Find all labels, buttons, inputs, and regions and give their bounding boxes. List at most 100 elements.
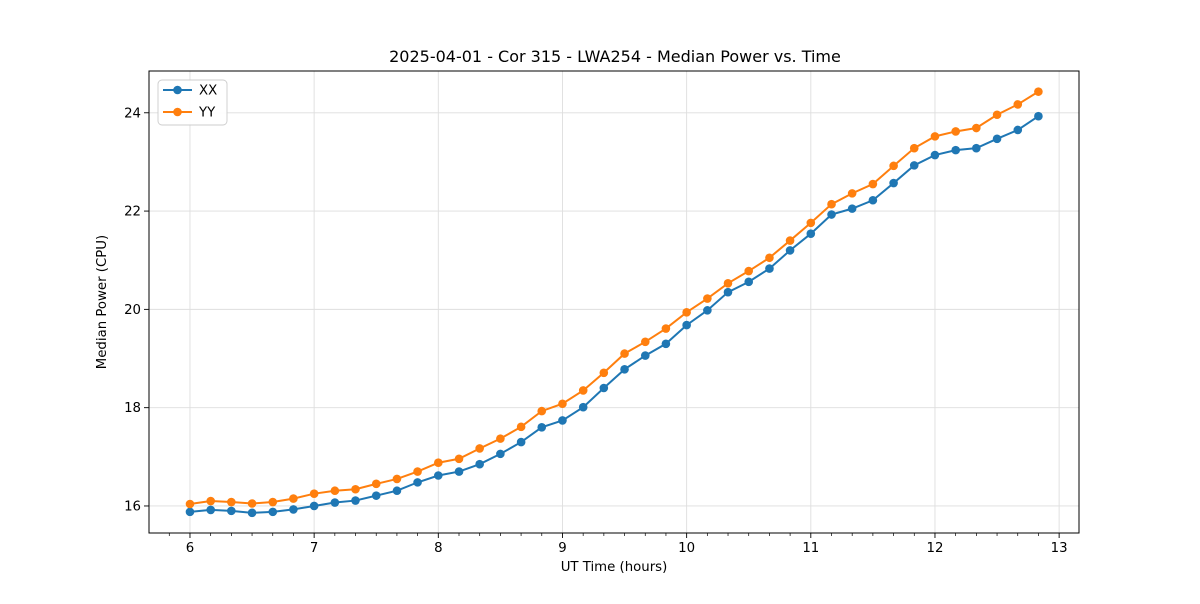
data-point-XX [578,402,588,412]
data-point-YY [185,499,195,509]
data-point-XX [972,143,981,153]
data-point-XX [620,365,629,374]
data-point-YY [537,406,547,416]
data-point-XX [185,507,195,517]
data-point-XX [992,134,1002,144]
data-point-XX [827,210,836,219]
data-point-YY [868,179,878,189]
data-point-XX [206,505,216,515]
data-point-XX [392,486,402,496]
data-point-YY [309,489,319,498]
y-axis-label: Median Power (CPU) [95,235,110,369]
y-tick-label: 16 [124,499,141,514]
data-point-XX [640,351,650,360]
data-point-YY [806,218,816,228]
data-point-YY [206,496,216,506]
data-point-YY [268,497,278,507]
legend-label-YY: YY [198,106,216,121]
y-tick-label: 22 [124,205,141,220]
data-point-XX [247,508,257,518]
data-point-XX [454,467,464,476]
data-point-YY [475,444,484,453]
data-point-YY [744,266,754,276]
data-point-YY [889,161,898,171]
data-point-XX [909,161,919,170]
legend-marker-sample [173,85,182,95]
x-tick-label: 9 [558,541,566,556]
x-tick-label: 10 [678,541,695,556]
data-point-YY [992,110,1002,120]
data-point-YY [558,399,567,409]
y-tick-label: 24 [124,106,141,121]
data-point-XX [496,449,505,459]
y-tick-label: 18 [124,401,141,416]
data-point-XX [434,471,443,480]
data-point-XX [806,229,816,238]
data-point-YY [599,368,609,378]
data-point-XX [847,204,857,213]
data-point-XX [558,416,567,425]
data-point-XX [413,478,422,487]
data-point-XX [723,287,733,297]
plot-area: 6 7 8 9 10 11 12 13 16 18 20 22 24 [124,70,1080,556]
data-point-XX [351,496,360,505]
data-point-YY [703,294,712,303]
data-point-YY [909,143,919,153]
data-point-XX [889,178,898,188]
data-point-YY [640,337,650,347]
data-point-XX [661,339,671,349]
x-tick-label: 6 [186,541,194,556]
legend-marker-sample [173,107,182,117]
data-point-XX [516,437,526,447]
series-line-XX [189,115,1039,514]
data-point-YY [227,497,236,507]
data-point-YY [972,123,981,133]
data-point-YY [247,499,257,508]
data-point-YY [289,494,298,503]
data-point-YY [392,474,402,484]
data-point-XX [537,423,547,432]
data-point-YY [496,434,505,443]
data-point-YY [1034,87,1043,96]
data-point-YY [682,308,691,317]
series-line-YY [189,90,1039,505]
data-point-XX [309,501,319,511]
data-point-YY [661,324,671,333]
data-point-XX [268,507,278,517]
data-point-XX [744,277,754,287]
data-point-YY [930,132,940,141]
data-point-XX [371,491,381,500]
data-point-XX [330,498,340,507]
data-point-YY [516,422,526,432]
data-point-YY [951,127,961,136]
data-point-YY [578,386,588,395]
data-point-YY [330,486,340,496]
data-point-XX [227,506,236,516]
data-point-YY [827,199,836,209]
data-point-XX [951,145,961,155]
x-tick-label: 8 [434,541,442,556]
x-tick-label: 7 [310,541,318,556]
x-axis-label: UT Time (hours) [561,560,668,575]
data-point-XX [930,150,940,160]
data-point-YY [723,279,733,288]
x-tick-label: 11 [802,541,819,556]
data-point-YY [847,189,857,198]
data-point-YY [371,479,381,489]
data-point-XX [682,320,691,330]
data-point-YY [620,349,629,358]
data-point-XX [289,505,298,514]
data-point-XX [785,246,795,255]
y-tick-label: 20 [124,303,141,318]
data-point-XX [868,195,878,205]
data-point-XX [765,264,774,273]
data-point-XX [1013,125,1023,135]
data-point-YY [351,484,360,494]
legend: XX YY [157,79,228,126]
data-point-YY [765,253,774,263]
data-point-YY [1013,100,1023,109]
x-tick-label: 12 [927,541,944,556]
data-point-XX [475,459,484,469]
